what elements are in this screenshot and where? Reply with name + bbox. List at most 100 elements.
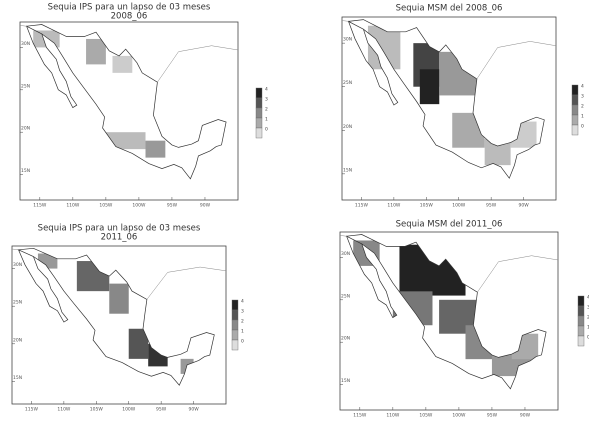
legend-label: 4 <box>265 87 268 93</box>
panel-title: Sequia MSM del 2011_06 <box>396 220 503 230</box>
legend-label: 0 <box>241 339 244 345</box>
lon-label: 115W <box>353 413 367 419</box>
lon-label: 115W <box>25 407 39 413</box>
legend-label: 3 <box>265 97 268 103</box>
legend-swatch <box>255 127 263 139</box>
map-frame <box>11 245 227 405</box>
lon-label: 90W <box>520 413 531 419</box>
legend-swatch <box>231 329 239 341</box>
lon-label: 90W <box>200 203 211 209</box>
lon-label: 105W <box>90 407 104 413</box>
lat-label: 25N <box>21 83 30 89</box>
legend-label: 3 <box>587 305 589 311</box>
legend-swatch <box>255 107 263 119</box>
drought-area <box>419 69 440 105</box>
legend-swatch <box>571 124 579 136</box>
lat-label: 20N <box>13 337 22 343</box>
map-panel: Sequia IPS para un lapso de 03 meses2011… <box>11 224 244 413</box>
legend-swatch <box>571 114 579 126</box>
panel-subtitle: 2008_06 <box>111 12 148 22</box>
drought-area <box>112 55 133 73</box>
legend-label: 4 <box>581 84 584 90</box>
legend-swatch <box>231 309 239 321</box>
legend-swatch <box>571 104 579 116</box>
legend-label: 3 <box>581 94 584 100</box>
legend-swatch <box>231 299 239 311</box>
drought-shading <box>33 30 166 158</box>
lon-label: 105W <box>420 203 434 209</box>
map-frame <box>341 16 557 201</box>
legend-swatch <box>577 325 585 337</box>
legend-label: 2 <box>241 319 244 325</box>
legend-swatch <box>577 335 585 347</box>
legend-label: 2 <box>587 315 589 321</box>
legend-swatch <box>571 94 579 106</box>
lat-label: 30N <box>343 37 352 43</box>
legend-label: 2 <box>581 104 584 110</box>
drought-area <box>86 38 106 65</box>
lon-label: 95W <box>487 413 498 419</box>
legend-swatch <box>255 117 263 129</box>
country-outline <box>17 247 215 386</box>
lon-label: 110W <box>57 407 71 413</box>
us-border <box>19 25 239 83</box>
lon-label: 90W <box>188 407 199 413</box>
legend-swatch <box>571 84 579 96</box>
legend-label: 4 <box>241 299 244 305</box>
legend-label: 1 <box>581 114 584 120</box>
lat-label: 25N <box>343 80 352 86</box>
panel-title: Sequia IPS para un lapso de 03 meses <box>48 3 211 13</box>
country-outline <box>345 234 547 390</box>
drought-area <box>105 132 146 150</box>
lat-label: 20N <box>341 336 350 342</box>
legend-swatch <box>577 305 585 317</box>
lat-label: 15N <box>343 167 352 173</box>
legend-label: 0 <box>581 124 584 130</box>
lon-label: 100W <box>452 203 466 209</box>
lon-label: 100W <box>132 203 146 209</box>
legend-swatch <box>255 87 263 99</box>
us-border <box>339 235 559 293</box>
lat-label: 30N <box>21 41 30 47</box>
panel-title: Sequia IPS para un lapso de 03 meses <box>38 224 201 234</box>
us-border <box>11 248 227 300</box>
panel-title: Sequia MSM del 2008_06 <box>396 4 503 14</box>
legend-label: 1 <box>265 117 268 123</box>
legend-swatch <box>577 315 585 327</box>
drought-area <box>128 328 149 359</box>
country-outline <box>25 24 227 180</box>
lat-label: 30N <box>341 251 350 257</box>
lat-label: 15N <box>21 168 30 174</box>
legend-swatch <box>577 295 585 307</box>
lon-label: 115W <box>355 203 369 209</box>
lon-label: 100W <box>122 407 136 413</box>
lat-label: 25N <box>341 293 350 299</box>
lon-label: 95W <box>156 407 167 413</box>
lon-label: 115W <box>33 203 47 209</box>
lon-label: 110W <box>386 413 400 419</box>
lat-label: 20N <box>21 126 30 132</box>
lon-label: 100W <box>452 413 466 419</box>
lon-label: 110W <box>66 203 80 209</box>
drought-area <box>109 283 129 314</box>
lon-label: 110W <box>387 203 401 209</box>
lon-label: 95W <box>167 203 178 209</box>
legend-label: 4 <box>587 295 589 301</box>
legend-label: 1 <box>587 325 589 331</box>
legend-label: 2 <box>265 107 268 113</box>
lon-label: 95W <box>486 203 497 209</box>
lat-label: 15N <box>13 375 22 381</box>
lat-label: 15N <box>341 378 350 384</box>
lat-label: 30N <box>13 262 22 268</box>
us-border <box>341 20 557 80</box>
legend-label: 3 <box>241 309 244 315</box>
legend-swatch <box>231 339 239 351</box>
legend-label: 1 <box>241 329 244 335</box>
legend-label: 0 <box>587 335 589 341</box>
lon-label: 90W <box>518 203 529 209</box>
legend-swatch <box>255 97 263 109</box>
drought-area <box>145 140 166 158</box>
